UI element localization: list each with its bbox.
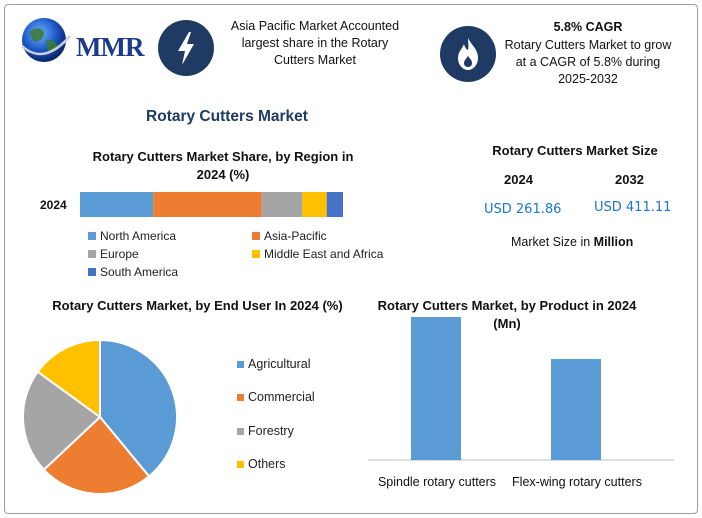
product-chart-title: Rotary Cutters Market, by Product in 202… [377, 298, 637, 331]
globe-icon [21, 18, 71, 62]
legend-label: Asia-Pacific [264, 229, 327, 243]
flame-icon [440, 26, 496, 82]
end-user-legend-agricultural: Agricultural [237, 357, 311, 371]
end-user-pie-chart [22, 338, 178, 495]
product-category-label-flex-wing-rotary-cutters: Flex-wing rotary cutters [512, 475, 642, 489]
region-bar-category-label: 2024 [40, 198, 67, 212]
legend-label: Europe [100, 247, 139, 261]
lightning-bolt-icon [158, 20, 214, 76]
region-bar-segment-europe [261, 192, 303, 217]
legend-swatch [252, 250, 260, 258]
info-text-asia: Asia Pacific Market Accounted largest sh… [230, 19, 400, 67]
legend-label: Forestry [248, 424, 294, 438]
end-user-chart-title: Rotary Cutters Market, by End User In 20… [52, 298, 343, 313]
pie-slice-commercial [42, 415, 151, 495]
product-bar-spindle-rotary-cutters [411, 317, 461, 460]
pie-slice-agricultural [99, 338, 178, 478]
market-size-unit: Million [593, 235, 634, 249]
region-legend-asia-pacific: Asia-Pacific [252, 229, 327, 243]
info-text-cagr: Rotary Cutters Market to grow at a CAGR … [504, 38, 672, 86]
end-user-legend-commercial: Commercial [237, 390, 315, 404]
legend-label: Others [248, 457, 286, 471]
region-legend-middle-east-and-africa: Middle East and Africa [252, 247, 383, 261]
region-stacked-bar-chart: 2024 [40, 192, 343, 217]
product-category-label-spindle-rotary-cutters: Spindle rotary cutters [377, 475, 497, 489]
page-title: Rotary Cutters Market [146, 108, 308, 125]
end-user-legend-others: Others [237, 457, 286, 471]
legend-label: Commercial [248, 390, 315, 404]
pie-slice-others [36, 338, 101, 419]
product-bar-flex-wing-rotary-cutters [551, 359, 601, 460]
region-bar-segment-middle-east-and-africa [302, 192, 327, 217]
year-2032-label: 2032 [615, 172, 644, 187]
legend-swatch [237, 461, 244, 468]
region-chart-title: Rotary Cutters Market Share, by Region i… [92, 149, 354, 182]
legend-swatch [88, 250, 96, 258]
market-size-title: Rotary Cutters Market Size [492, 143, 658, 158]
brand-logo: MMR [16, 10, 146, 70]
cagr-title: 5.8% CAGR [553, 20, 623, 34]
brand-name: MMR [76, 32, 144, 62]
product-bar-chart [368, 317, 674, 461]
legend-label: South America [100, 265, 179, 279]
legend-swatch [237, 394, 244, 401]
region-legend-south-america: South America [88, 265, 178, 279]
legend-swatch [237, 361, 244, 368]
legend-swatch [88, 232, 96, 240]
market-value-2032: USD 411.11 [594, 200, 672, 215]
legend-swatch [237, 428, 244, 435]
legend-label: Middle East and Africa [264, 247, 384, 261]
region-legend-europe: Europe [88, 247, 139, 261]
market-size-note-prefix: Market Size in [511, 235, 594, 249]
market-size-note: Market Size in Million [511, 235, 633, 249]
legend-swatch [252, 232, 260, 240]
region-bar-segment-asia-pacific [153, 192, 262, 217]
region-bar-segment-south-america [326, 192, 343, 217]
region-legend-north-america: North America [88, 229, 176, 243]
year-2024-label: 2024 [504, 172, 533, 187]
end-user-legend-forestry: Forestry [237, 424, 294, 438]
legend-label: North America [100, 229, 177, 243]
legend-label: Agricultural [248, 357, 311, 371]
legend-swatch [88, 268, 96, 276]
region-bar-segment-north-america [80, 192, 154, 217]
market-value-2024: USD 261.86 [484, 202, 562, 217]
pie-slice-forestry [22, 370, 102, 472]
